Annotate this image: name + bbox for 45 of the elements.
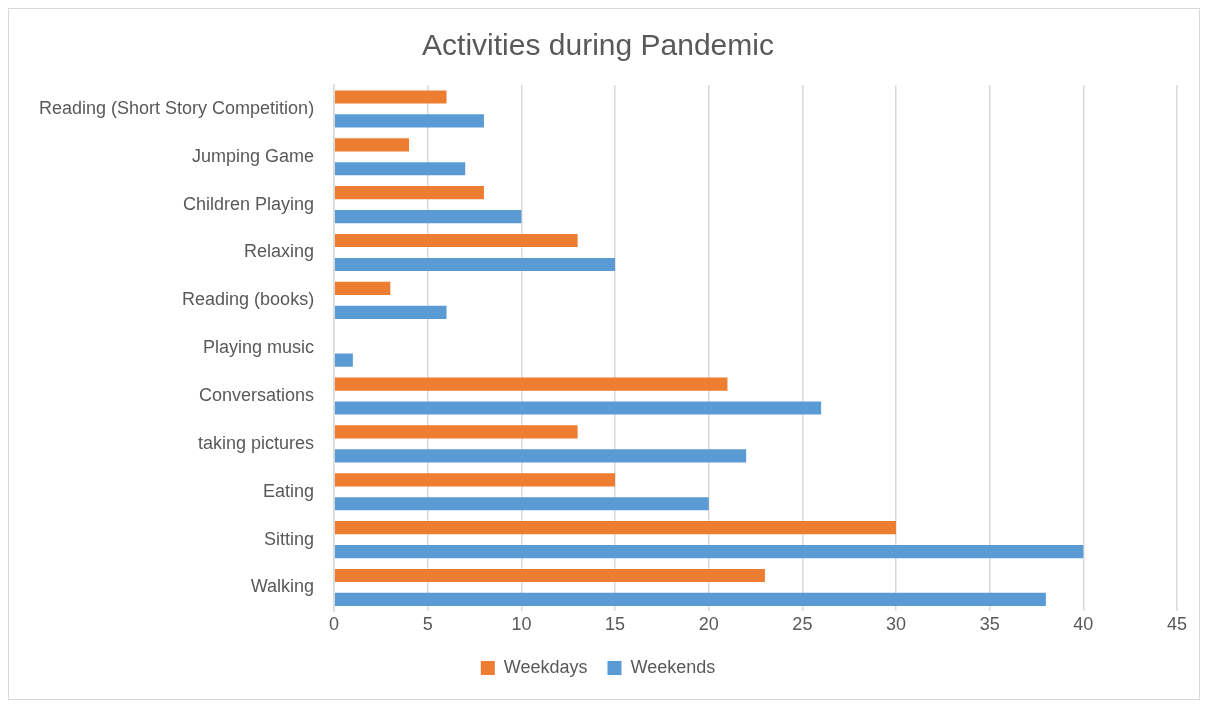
x-tick-label: 10 bbox=[511, 614, 532, 635]
x-tick-label: 40 bbox=[1073, 614, 1094, 635]
bar bbox=[334, 545, 1084, 559]
y-tick-label: Relaxing bbox=[244, 241, 315, 262]
y-tick-label: Playing music bbox=[203, 337, 315, 358]
legend-label: Weekends bbox=[630, 656, 716, 677]
y-tick-label: Reading (Short Story Competition) bbox=[39, 97, 315, 118]
bar bbox=[334, 186, 484, 200]
bar bbox=[334, 353, 353, 367]
y-tick-label: Jumping Game bbox=[192, 145, 315, 166]
bar bbox=[334, 281, 391, 295]
y-tick-label: Reading (books) bbox=[182, 289, 315, 310]
x-tick-label: 25 bbox=[792, 614, 813, 635]
bar bbox=[334, 377, 728, 391]
bar bbox=[334, 592, 1046, 607]
x-tick-label: 30 bbox=[886, 614, 907, 635]
bar bbox=[334, 521, 897, 535]
x-tick-label: 5 bbox=[422, 614, 433, 635]
bar bbox=[334, 233, 578, 248]
bar bbox=[334, 568, 765, 583]
y-tick-label: Eating bbox=[263, 480, 315, 501]
bar bbox=[334, 305, 447, 319]
bar bbox=[334, 114, 484, 128]
bar bbox=[334, 138, 410, 152]
bar bbox=[334, 210, 522, 224]
chart-title: Activities during Pandemic bbox=[422, 28, 774, 62]
y-tick-label: Walking bbox=[250, 576, 315, 597]
legend-label: Weekdays bbox=[503, 656, 588, 677]
y-tick-label: Children Playing bbox=[183, 193, 315, 214]
x-tick-label: 20 bbox=[698, 614, 719, 635]
bar bbox=[334, 401, 822, 415]
x-tick-label: 15 bbox=[605, 614, 626, 635]
bar bbox=[334, 162, 466, 176]
bar bbox=[334, 90, 447, 104]
x-tick-label: 0 bbox=[329, 614, 340, 635]
y-tick-label: Sitting bbox=[264, 528, 315, 549]
bar bbox=[334, 425, 578, 439]
y-tick-label: taking pictures bbox=[198, 432, 315, 453]
x-tick-label: 35 bbox=[979, 614, 1000, 635]
y-tick-label: Conversations bbox=[199, 385, 315, 406]
bar bbox=[334, 449, 747, 463]
bar bbox=[334, 497, 709, 511]
x-tick-label: 45 bbox=[1166, 614, 1188, 635]
bar bbox=[334, 257, 616, 272]
bar bbox=[334, 473, 616, 487]
